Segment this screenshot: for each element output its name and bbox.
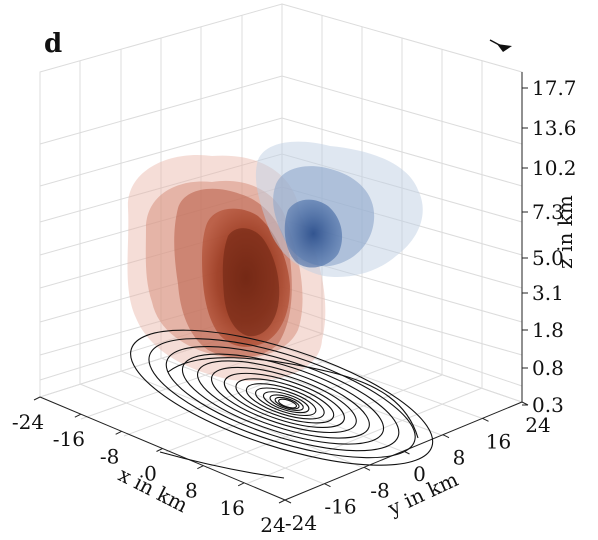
contour-line: [223, 372, 345, 428]
y-tick-label: 24: [525, 413, 550, 437]
x-tick-label: -16: [53, 427, 85, 451]
x-axis-ticks: -24 -16 -8 0 8 16 24: [12, 396, 286, 537]
y-tick-mark: [442, 434, 450, 439]
contour-line: [196, 360, 370, 439]
x-tick-mark: [74, 413, 82, 418]
contour-line: [210, 366, 357, 434]
contour-line: [159, 451, 285, 479]
x-tick-mark: [237, 482, 245, 487]
y-tick-mark: [521, 401, 529, 406]
x-tick-label: 8: [185, 479, 198, 503]
x-tick-label: 0: [144, 462, 157, 486]
y-tick-label: 16: [486, 429, 511, 453]
x-tick-mark: [33, 396, 41, 401]
contour-line: [262, 391, 310, 414]
z-tick-label: 13.6: [532, 116, 577, 140]
x-tick-mark: [197, 465, 204, 470]
contour-line: [148, 338, 416, 459]
x-tick-label: -24: [12, 410, 44, 434]
x-tick-label: 24: [260, 513, 285, 537]
y-tick-label: -24: [285, 511, 317, 535]
z-tick-label: 1.8: [532, 318, 564, 342]
y-tick-mark: [324, 483, 331, 488]
y-tick-mark: [363, 466, 371, 471]
x-tick-mark: [278, 499, 286, 504]
y-tick-label: 0: [413, 462, 426, 486]
x-tick-label: -8: [100, 444, 119, 468]
negative-volume: [255, 141, 423, 278]
y-tick-label: -16: [324, 495, 356, 519]
y-tick-mark: [482, 417, 489, 422]
z-tick-label: 17.7: [532, 76, 577, 100]
y-tick-label: 8: [453, 446, 466, 470]
north-arrow-icon: [489, 39, 512, 52]
contour-line: [235, 378, 335, 424]
z-tick-label: 0.8: [532, 356, 564, 380]
x-tick-label: 16: [219, 496, 244, 520]
contour-line: [167, 357, 419, 439]
contour-line: [130, 329, 434, 466]
contour-line: [165, 346, 400, 452]
z-tick-label: 5.0: [532, 246, 564, 270]
y-tick-label: -8: [370, 478, 389, 502]
z-tick-label: 10.2: [532, 156, 577, 180]
y-tick-mark: [284, 499, 292, 504]
y-tick-mark: [403, 450, 410, 455]
floor-contours: [130, 329, 434, 479]
z-tick-label: 0.3: [532, 393, 564, 417]
panel-label: d: [44, 29, 62, 59]
y-axis-ticks: -24 -16 -8 0 8 16 24: [284, 401, 551, 535]
x-tick-mark: [156, 448, 163, 452]
contour-line: [245, 383, 325, 420]
contour-line: [274, 396, 300, 410]
z-tick-label: 7.3: [532, 200, 564, 224]
contour-line: [255, 387, 317, 417]
z-axis-ticks: 0.3 0.8 1.8 3.1 5.0 7.3 10.2 13.6 17.7: [522, 76, 577, 417]
contour-line: [269, 394, 304, 411]
x-tick-mark: [115, 430, 122, 435]
z-axis-label: z in km: [553, 195, 577, 269]
contour-line: [278, 398, 297, 409]
contour-line: [181, 353, 385, 445]
z-tick-label: 3.1: [532, 281, 564, 305]
